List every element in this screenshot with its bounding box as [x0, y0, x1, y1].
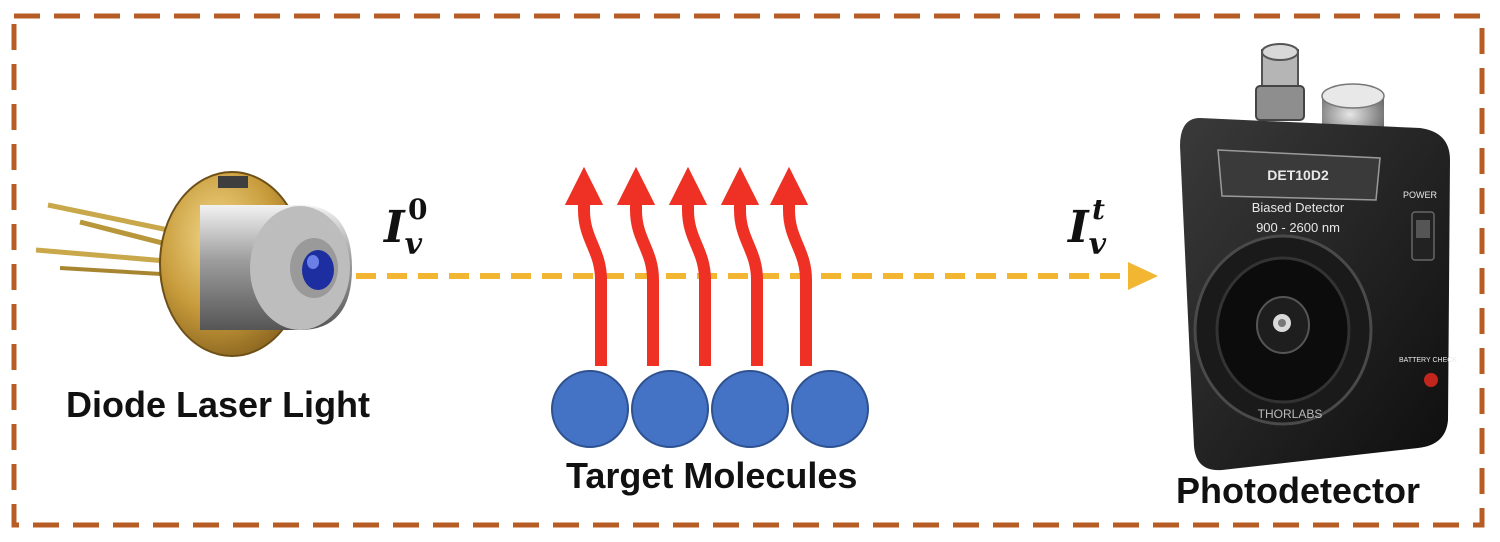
beam-arrowhead — [1128, 262, 1158, 290]
emission-arrow-5 — [769, 166, 812, 366]
incident-intensity-superscript: 0 — [408, 193, 428, 226]
target-molecules-label: Target Molecules — [566, 455, 858, 496]
incident-intensity-symbol: Iv 0 — [384, 196, 427, 260]
detector-model-text: DET10D2 — [1267, 167, 1329, 183]
detector-battery-text: BATTERY CHECK — [1399, 357, 1457, 364]
diode-laser-label: Diode Laser Light — [66, 384, 371, 425]
detector-power-text: POWER — [1403, 190, 1438, 200]
emission-arrow-1 — [564, 166, 607, 366]
transmitted-intensity-main: I — [1068, 202, 1089, 253]
target-molecules — [551, 370, 869, 448]
molecule-4 — [791, 370, 869, 448]
detector-range-text: 900 - 2600 nm — [1256, 220, 1340, 235]
transmitted-intensity-superscript: t — [1092, 193, 1105, 226]
emission-arrow-3 — [668, 166, 711, 366]
emission-arrows — [564, 166, 812, 366]
photodetector-icon — [1180, 43, 1450, 471]
molecule-2 — [631, 370, 709, 448]
emission-arrow-4 — [720, 166, 763, 366]
incident-intensity-subscript: v — [404, 227, 423, 262]
incident-intensity-main: I — [384, 202, 405, 253]
transmitted-intensity-symbol: Iv t — [1068, 196, 1106, 260]
transmitted-intensity-subscript: v — [1088, 227, 1107, 262]
molecule-3 — [711, 370, 789, 448]
dashed-border — [11, 13, 1485, 528]
emission-arrow-2 — [616, 166, 659, 366]
detector-brand-text: THORLABS — [1258, 407, 1323, 421]
photodetector-label: Photodetector — [1176, 470, 1421, 511]
diode-laser-icon — [35, 171, 352, 357]
detector-type-text: Biased Detector — [1252, 200, 1345, 215]
molecule-1 — [551, 370, 629, 448]
